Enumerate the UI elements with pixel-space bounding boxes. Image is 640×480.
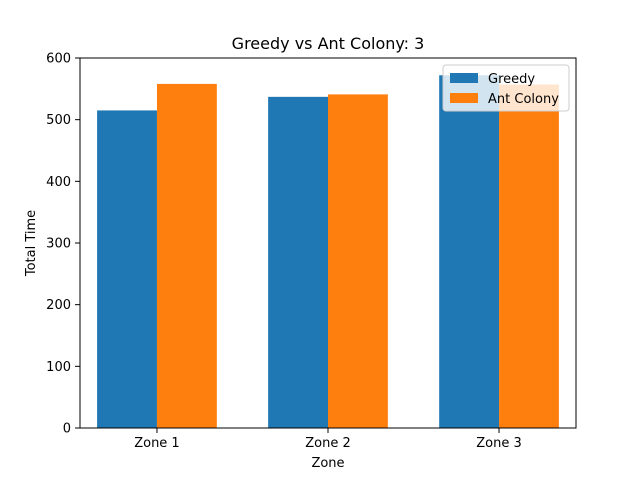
y-axis-label: Total Time <box>24 210 39 277</box>
y-tick-label: 400 <box>46 175 71 190</box>
bars-layer <box>97 75 559 429</box>
y-axis: 0 100 200 300 400 500 600 <box>46 52 80 437</box>
y-tick-label: 500 <box>46 113 71 128</box>
bar-ant-colony-zone-3 <box>499 84 559 429</box>
x-tick-label: Zone 1 <box>134 436 180 451</box>
legend-swatch <box>450 73 478 83</box>
y-tick-label: 300 <box>46 237 71 252</box>
y-tick-label: 100 <box>46 360 71 375</box>
bar-ant-colony-zone-1 <box>156 83 217 429</box>
bar-greedy-zone-3 <box>439 75 500 429</box>
y-tick-label: 200 <box>46 298 71 313</box>
y-tick-label: 600 <box>46 52 71 67</box>
x-axis: Zone 1 Zone 2 Zone 3 <box>134 428 522 451</box>
x-tick-label: Zone 3 <box>476 436 522 451</box>
chart-title: Greedy vs Ant Colony: 3 <box>232 34 425 53</box>
legend-label: Greedy <box>488 72 535 87</box>
bar-ant-colony-zone-2 <box>328 94 388 428</box>
bar-greedy-zone-2 <box>268 96 328 428</box>
y-tick-label: 0 <box>63 422 71 437</box>
legend-swatch <box>450 93 478 103</box>
x-axis-label: Zone <box>311 456 344 471</box>
bar-greedy-zone-1 <box>97 110 157 429</box>
legend-label: Ant Colony <box>488 92 559 107</box>
x-tick-label: Zone 2 <box>305 436 351 451</box>
legend: Greedy Ant Colony <box>442 64 570 112</box>
